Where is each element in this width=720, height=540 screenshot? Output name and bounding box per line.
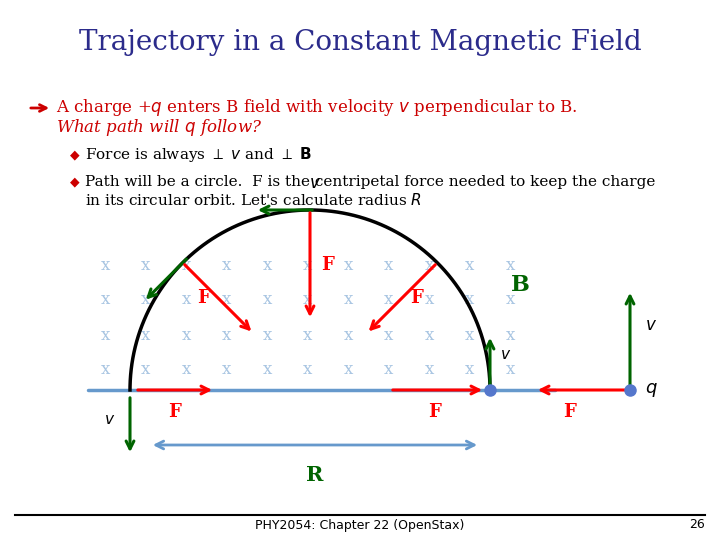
Text: B: B [510, 274, 529, 296]
Text: x: x [384, 361, 393, 379]
Text: ◆: ◆ [70, 176, 80, 188]
Text: x: x [343, 327, 353, 343]
Text: Force is always $\perp$ $v$ and $\perp$ $\mathbf{B}$: Force is always $\perp$ $v$ and $\perp$ … [85, 145, 312, 165]
Text: F: F [410, 289, 423, 307]
Text: x: x [424, 327, 433, 343]
Text: Path will be a circle.  F is the centripetal force needed to keep the charge: Path will be a circle. F is the centripe… [85, 175, 655, 189]
Text: x: x [181, 327, 191, 343]
Text: x: x [100, 327, 109, 343]
Text: x: x [505, 292, 515, 308]
Text: $v$: $v$ [645, 316, 657, 334]
Text: x: x [465, 292, 474, 308]
Text: x: x [424, 292, 433, 308]
Text: in its circular orbit. Let's calculate radius $R$: in its circular orbit. Let's calculate r… [85, 192, 422, 208]
Text: x: x [384, 256, 393, 273]
Text: R: R [306, 465, 324, 485]
Text: x: x [100, 361, 109, 379]
Text: x: x [222, 327, 231, 343]
Text: Trajectory in a Constant Magnetic Field: Trajectory in a Constant Magnetic Field [78, 29, 642, 56]
Text: x: x [141, 256, 150, 273]
Text: x: x [262, 292, 271, 308]
Text: x: x [303, 361, 312, 379]
Text: x: x [424, 361, 433, 379]
Text: x: x [181, 361, 191, 379]
Text: x: x [181, 256, 191, 273]
Text: x: x [505, 327, 515, 343]
Text: x: x [262, 327, 271, 343]
Text: x: x [303, 256, 312, 273]
Text: x: x [465, 327, 474, 343]
Text: F: F [564, 403, 577, 421]
Text: x: x [505, 256, 515, 273]
Text: x: x [465, 256, 474, 273]
Text: x: x [100, 292, 109, 308]
Text: x: x [222, 361, 231, 379]
Text: x: x [303, 327, 312, 343]
Text: x: x [262, 256, 271, 273]
Text: x: x [100, 256, 109, 273]
Text: $v$: $v$ [500, 348, 511, 362]
Text: x: x [181, 292, 191, 308]
Text: x: x [384, 327, 393, 343]
Text: x: x [141, 292, 150, 308]
Text: $q$: $q$ [645, 381, 658, 399]
Text: x: x [343, 361, 353, 379]
Text: F: F [428, 403, 441, 421]
Text: x: x [262, 361, 271, 379]
Text: ◆: ◆ [70, 148, 80, 161]
Text: x: x [222, 256, 231, 273]
Text: F: F [197, 289, 210, 307]
Text: x: x [303, 292, 312, 308]
Text: $v$: $v$ [104, 413, 115, 427]
Text: What path will $q$ follow?: What path will $q$ follow? [56, 118, 262, 138]
Text: x: x [343, 256, 353, 273]
Text: x: x [343, 292, 353, 308]
Text: x: x [222, 292, 231, 308]
Text: 26: 26 [689, 518, 705, 531]
Text: $v$: $v$ [309, 175, 321, 192]
Text: A charge +$q$ enters B field with velocity $v$ perpendicular to B.: A charge +$q$ enters B field with veloci… [56, 98, 577, 118]
Text: x: x [424, 256, 433, 273]
Text: F: F [322, 256, 334, 274]
Text: F: F [168, 403, 181, 421]
Text: x: x [141, 327, 150, 343]
Text: x: x [141, 361, 150, 379]
Text: x: x [465, 361, 474, 379]
Text: x: x [505, 361, 515, 379]
Text: PHY2054: Chapter 22 (OpenStax): PHY2054: Chapter 22 (OpenStax) [256, 518, 464, 531]
Text: x: x [384, 292, 393, 308]
